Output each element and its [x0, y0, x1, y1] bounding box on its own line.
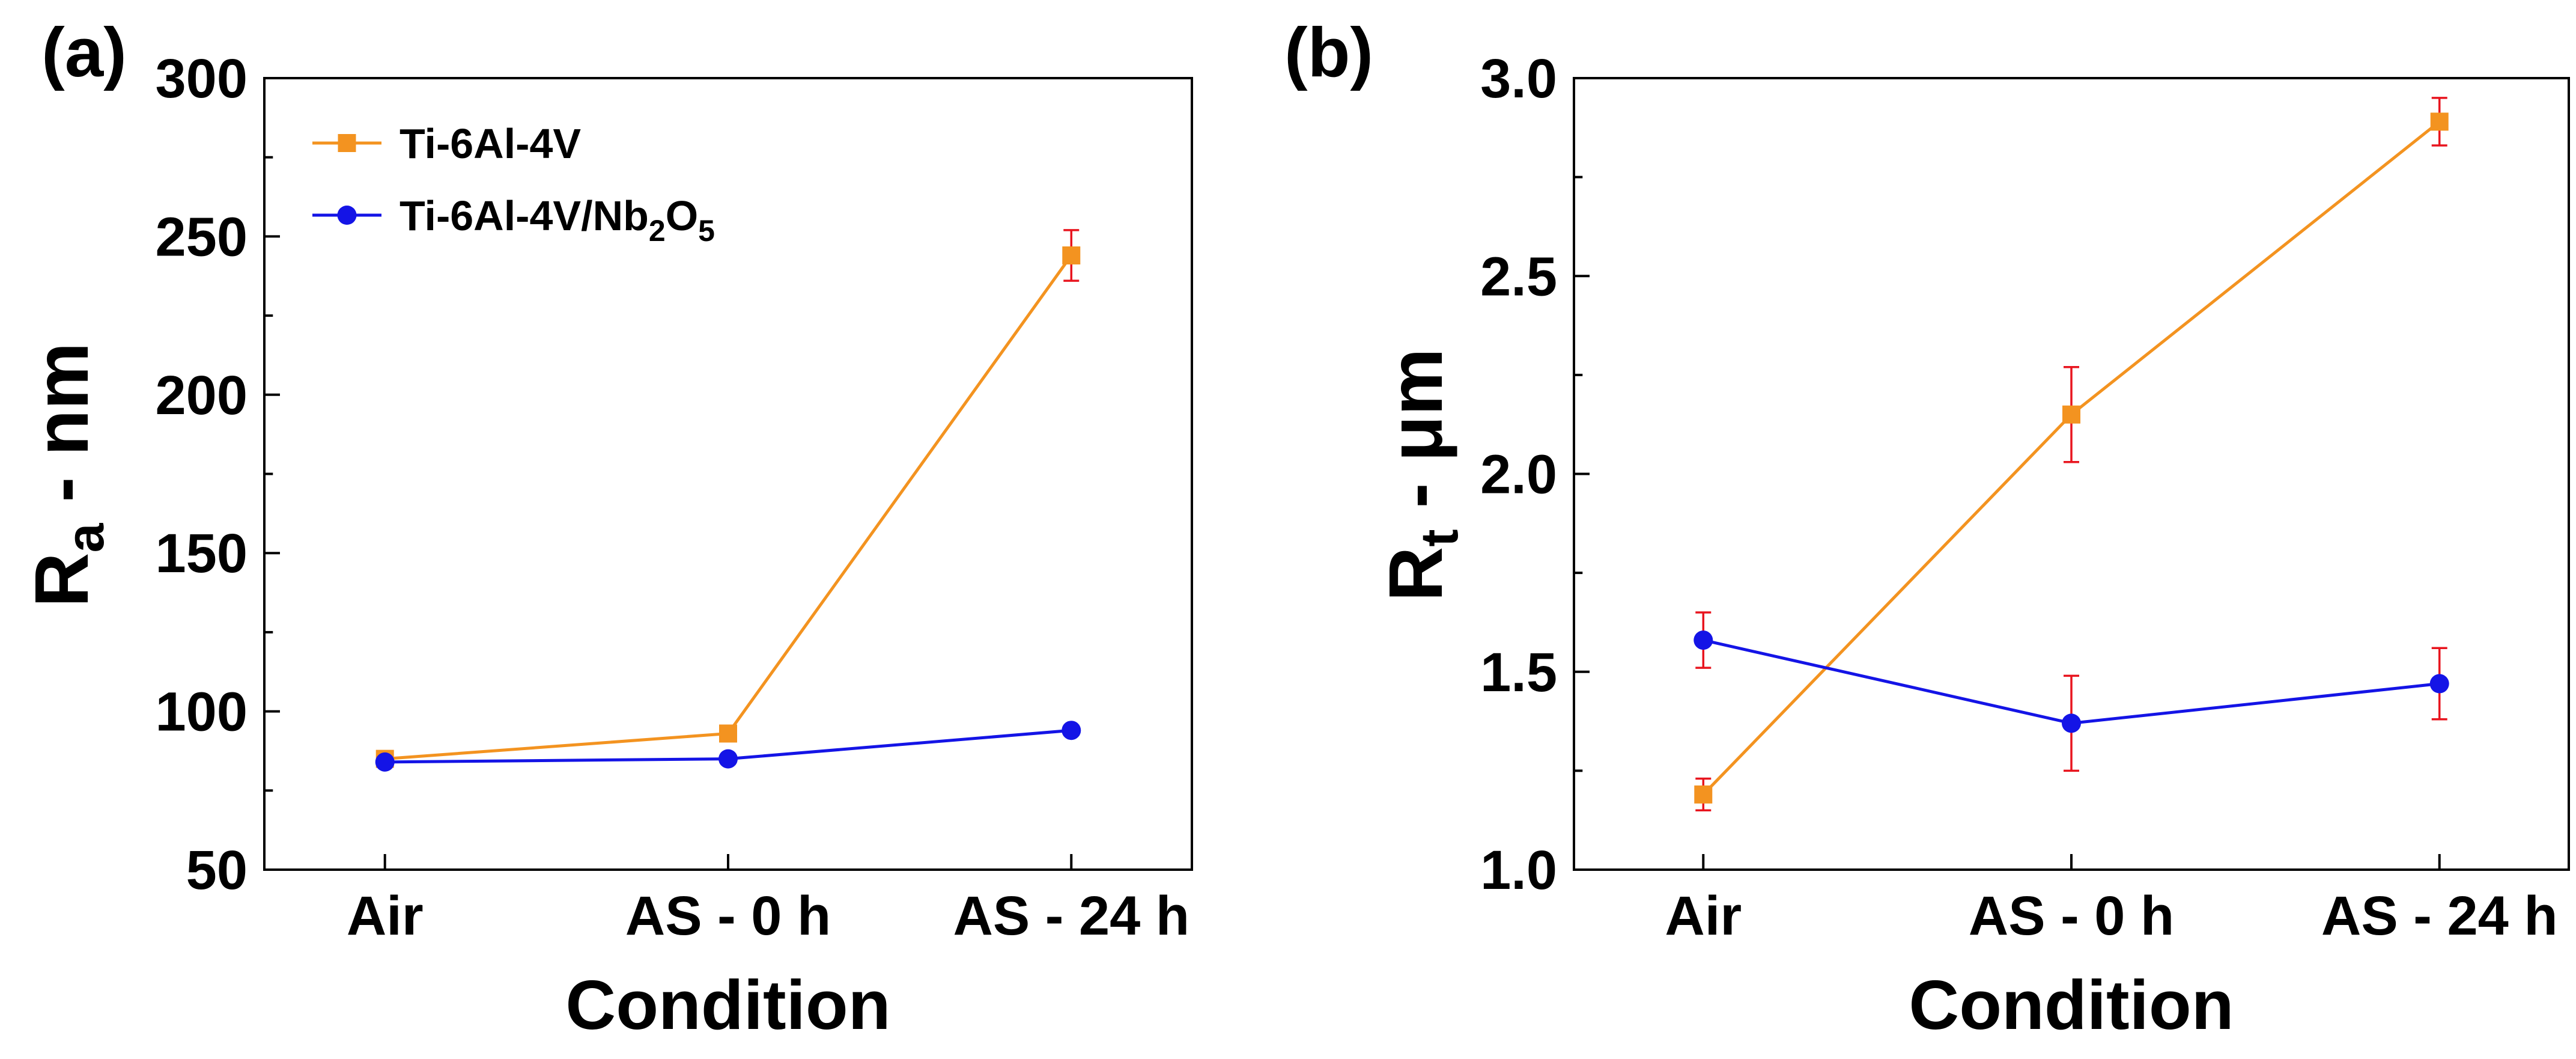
y-tick-label: 50: [186, 840, 248, 901]
legend-subscript: 2: [649, 214, 666, 248]
legend-label: Ti-6Al-4V/Nb2O5: [399, 192, 715, 248]
legend: Ti-6Al-4V Ti-6Al-4V/Nb2O5: [312, 120, 715, 248]
y-axis-title-sub: a: [55, 522, 115, 552]
y-axis-title-main: R: [1373, 547, 1458, 602]
x-tick-label: Air: [1665, 885, 1742, 947]
y-tick-label: 2.0: [1480, 444, 1557, 505]
series-line: [384, 254, 1073, 761]
y-axis-title-rest: - nm: [19, 343, 104, 523]
y-tick-label: 200: [156, 365, 248, 426]
y-tick-label: 2.5: [1480, 246, 1557, 307]
x-tick-label: AS - 0 h: [1969, 885, 2174, 947]
series-ti-6al-4v-nb2o5: [1694, 611, 2449, 772]
panel-label: (a): [41, 13, 127, 91]
data-point: [2062, 713, 2081, 733]
data-point: [1694, 630, 1713, 650]
legend-label: Ti-6Al-4V: [399, 120, 581, 167]
data-point: [1062, 246, 1081, 265]
y-axis-title-main: R: [19, 552, 104, 607]
x-tick-label: Air: [347, 885, 424, 947]
y-axis-title: Rt - μm: [1373, 348, 1469, 601]
y-axis-title-sub: t: [1409, 529, 1469, 546]
data-point: [2062, 405, 2080, 424]
y-tick-label: 150: [156, 523, 248, 584]
y-tick-label: 1.0: [1480, 840, 1557, 901]
x-tick-label: AS - 0 h: [625, 885, 831, 947]
panel-b: (b) 1.0 1.5 2.0 2.5 3.0 Air AS - 0 h AS - 24 h Co…: [1284, 13, 2570, 1044]
y-tick-label: 250: [156, 206, 248, 267]
data-point: [1694, 785, 1713, 804]
y-tick-label: 1.5: [1480, 642, 1557, 703]
data-point: [1062, 721, 1081, 740]
y-tick-label: 300: [156, 48, 248, 109]
data-point: [718, 749, 738, 769]
legend-subscript: 5: [698, 214, 715, 248]
legend-text: O: [666, 192, 698, 239]
y-tick-label: 3.0: [1480, 48, 1557, 109]
data-point: [2429, 674, 2449, 694]
x-tick-label: AS - 24 h: [2321, 885, 2558, 947]
legend-marker: [338, 134, 356, 152]
y-axis-title: Ra - nm: [19, 343, 115, 608]
series-ti-6al-4v-nb2o5: [375, 721, 1081, 772]
x-tick-label: AS - 24 h: [953, 885, 1189, 947]
legend-text: Ti-6Al-4V: [399, 120, 581, 167]
data-point: [375, 752, 395, 772]
y-tick-label: 100: [156, 682, 248, 743]
legend-entry: Ti-6Al-4V: [312, 120, 581, 167]
legend-marker: [337, 206, 357, 225]
panel-a: (a) 50 100 150 200 250 300 Air AS - 0 h AS - 24 h…: [19, 13, 1193, 1044]
legend-text: Ti-6Al-4V/Nb: [399, 192, 649, 239]
x-axis-title: Condition: [565, 966, 890, 1044]
data-point: [2430, 112, 2449, 131]
panel-label: (b): [1284, 13, 1373, 91]
y-axis-title-rest: - μm: [1373, 348, 1458, 529]
legend-entry: Ti-6Al-4V/Nb2O5: [312, 192, 715, 248]
x-axis-title: Condition: [1909, 966, 2234, 1044]
data-point: [719, 724, 737, 743]
series-ti-6al-4v: [375, 229, 1081, 768]
